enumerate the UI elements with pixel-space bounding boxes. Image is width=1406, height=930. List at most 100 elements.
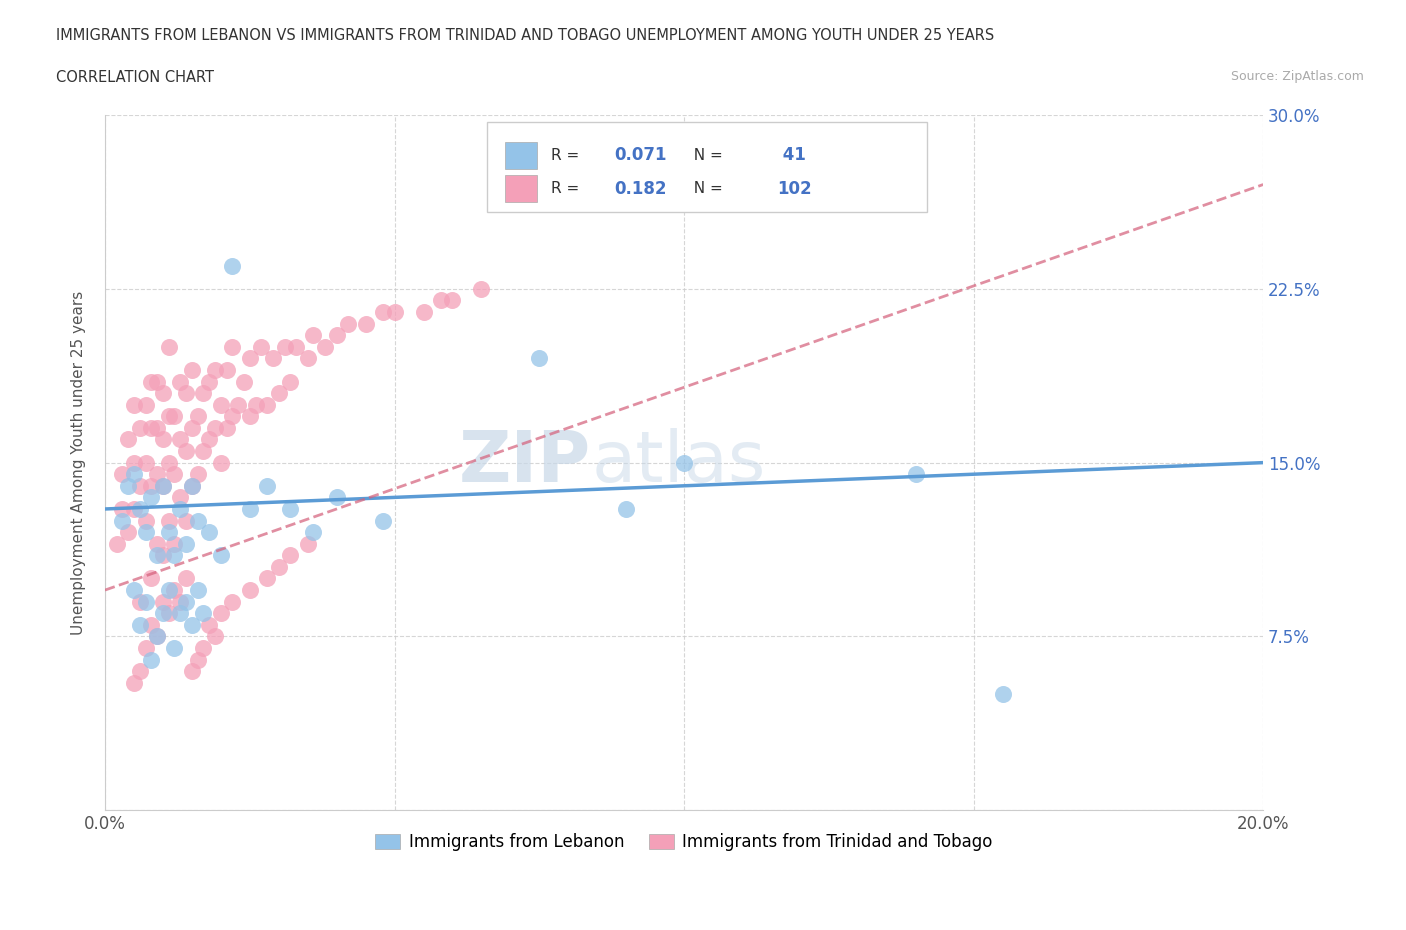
- Point: [209, 455, 232, 470]
- Point: [384, 304, 406, 319]
- Point: [187, 467, 209, 482]
- Point: [135, 641, 157, 656]
- Point: [169, 594, 191, 609]
- FancyBboxPatch shape: [488, 122, 928, 212]
- Point: [141, 618, 163, 632]
- Point: [239, 582, 262, 597]
- Point: [135, 513, 157, 528]
- Point: [302, 525, 325, 539]
- Text: N =: N =: [685, 181, 728, 196]
- Point: [135, 594, 157, 609]
- Point: [256, 571, 278, 586]
- Text: R =: R =: [551, 181, 583, 196]
- Point: [239, 351, 262, 365]
- Point: [187, 582, 209, 597]
- Point: [163, 409, 186, 424]
- Point: [135, 455, 157, 470]
- Point: [157, 525, 180, 539]
- Text: 41: 41: [776, 146, 806, 165]
- Text: atlas: atlas: [592, 428, 766, 498]
- Point: [354, 316, 377, 331]
- Point: [117, 432, 139, 447]
- Point: [209, 397, 232, 412]
- Text: CORRELATION CHART: CORRELATION CHART: [56, 70, 214, 85]
- Point: [152, 478, 174, 493]
- Point: [673, 455, 696, 470]
- Point: [128, 618, 150, 632]
- Bar: [505, 142, 537, 168]
- Point: [180, 478, 202, 493]
- Point: [430, 293, 453, 308]
- Point: [239, 501, 262, 516]
- Point: [180, 363, 202, 378]
- Point: [117, 478, 139, 493]
- Point: [174, 594, 197, 609]
- Point: [152, 432, 174, 447]
- Text: N =: N =: [685, 148, 728, 163]
- Point: [157, 582, 180, 597]
- Point: [250, 339, 273, 354]
- Point: [209, 605, 232, 620]
- Point: [267, 560, 290, 575]
- Point: [111, 513, 134, 528]
- Point: [146, 629, 169, 644]
- Point: [157, 455, 180, 470]
- Point: [215, 420, 238, 435]
- Point: [122, 467, 145, 482]
- Point: [141, 571, 163, 586]
- Point: [152, 478, 174, 493]
- Point: [187, 409, 209, 424]
- Point: [141, 490, 163, 505]
- Point: [163, 641, 186, 656]
- Bar: [505, 176, 537, 202]
- Point: [209, 548, 232, 563]
- Point: [146, 420, 169, 435]
- Point: [169, 374, 191, 389]
- Point: [141, 478, 163, 493]
- Point: [297, 351, 319, 365]
- Point: [193, 444, 215, 458]
- Point: [169, 432, 191, 447]
- Point: [371, 304, 394, 319]
- Point: [157, 339, 180, 354]
- Point: [163, 537, 186, 551]
- Point: [152, 594, 174, 609]
- Point: [128, 478, 150, 493]
- Point: [226, 397, 249, 412]
- Point: [267, 386, 290, 401]
- Point: [152, 386, 174, 401]
- Point: [146, 629, 169, 644]
- Point: [128, 420, 150, 435]
- Point: [163, 467, 186, 482]
- Point: [198, 618, 221, 632]
- Point: [146, 467, 169, 482]
- Point: [135, 397, 157, 412]
- Point: [146, 548, 169, 563]
- Point: [122, 397, 145, 412]
- Point: [904, 467, 927, 482]
- Point: [180, 664, 202, 679]
- Point: [141, 652, 163, 667]
- Point: [614, 501, 637, 516]
- Point: [128, 594, 150, 609]
- Y-axis label: Unemployment Among Youth under 25 years: Unemployment Among Youth under 25 years: [72, 290, 86, 635]
- Text: 102: 102: [776, 179, 811, 198]
- Point: [122, 501, 145, 516]
- Point: [204, 420, 226, 435]
- Point: [198, 525, 221, 539]
- Point: [337, 316, 360, 331]
- Point: [193, 605, 215, 620]
- Point: [193, 386, 215, 401]
- Point: [111, 501, 134, 516]
- Point: [221, 594, 243, 609]
- Point: [278, 374, 301, 389]
- Legend: Immigrants from Lebanon, Immigrants from Trinidad and Tobago: Immigrants from Lebanon, Immigrants from…: [368, 826, 1000, 857]
- Point: [198, 432, 221, 447]
- Point: [157, 409, 180, 424]
- Point: [157, 605, 180, 620]
- Point: [152, 548, 174, 563]
- Point: [174, 571, 197, 586]
- Point: [135, 525, 157, 539]
- Text: Source: ZipAtlas.com: Source: ZipAtlas.com: [1230, 70, 1364, 83]
- Point: [273, 339, 295, 354]
